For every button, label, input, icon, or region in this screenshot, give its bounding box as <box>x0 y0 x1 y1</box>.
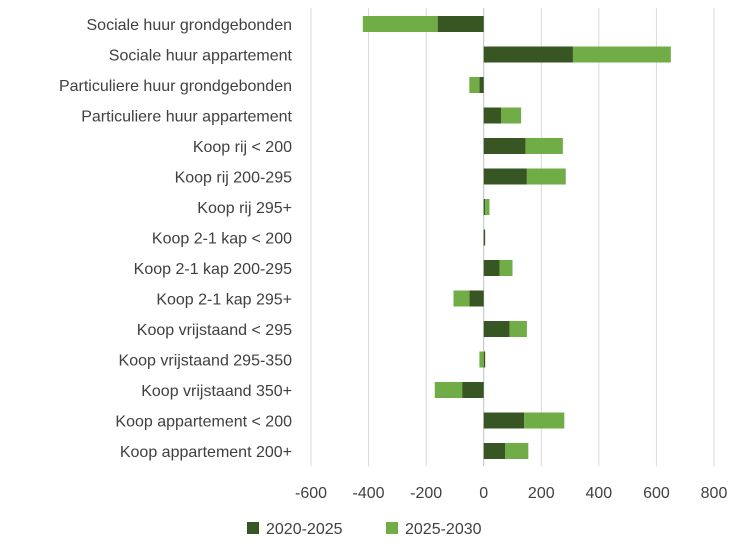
bar-2025-2030-koop-vrijstaand-295-350 <box>479 351 484 368</box>
bar-2025-2030-koop-rij-200 <box>525 138 563 154</box>
bar-2025-2030-particuliere-huur-appartement <box>500 107 522 124</box>
bar-2025-2030-koop-rij-200-295 <box>526 168 566 185</box>
bar-2025-2030-koop-vrijstaand-350 <box>434 382 463 398</box>
x-tick-labels: -600 -400 -200 0 200 400 600 800 <box>295 485 727 502</box>
bar-2025-2030-particuliere-huur-grondgebonden <box>469 77 480 93</box>
bar-2020-2025-koop-rij-200 <box>483 138 526 154</box>
category-label: Koop appartement 200+ <box>120 444 292 461</box>
bar-2025-2030-koop-rij-295 <box>485 199 490 215</box>
bar-2020-2025-koop-rij-295 <box>483 199 486 215</box>
category-label: Koop 2-1 kap 295+ <box>156 292 292 309</box>
category-label: Particuliere huur appartement <box>81 109 292 126</box>
x-tick-label: -400 <box>353 485 385 502</box>
bar-2025-2030-koop-appartement-200 <box>524 412 565 429</box>
x-tick-label: 400 <box>586 485 613 502</box>
category-label: Particuliere huur grondgebonden <box>59 78 292 95</box>
bar-2020-2025-particuliere-huur-grondgebonden <box>479 77 484 93</box>
bar-2020-2025-koop-appartement-200 <box>483 443 506 459</box>
bar-2025-2030-sociale-huur-grondgebonden <box>362 16 438 32</box>
bar-2020-2025-koop-vrijstaand-295-350 <box>483 351 486 368</box>
x-tick-label: 200 <box>528 485 555 502</box>
x-tick-label: 0 <box>479 485 488 502</box>
bar-2020-2025-koop-appartement-200 <box>483 412 525 429</box>
category-label: Koop appartement < 200 <box>115 414 292 431</box>
category-label: Koop rij 200-295 <box>175 170 293 187</box>
bar-2025-2030-koop-appartement-200 <box>505 443 529 459</box>
x-tick-label: -600 <box>295 485 327 502</box>
category-label: Koop vrijstaand 295-350 <box>119 353 293 370</box>
x-tick-label: -200 <box>410 485 442 502</box>
bar-2020-2025-particuliere-huur-appartement <box>483 107 501 124</box>
legend-label-2020-2025: 2020-2025 <box>266 521 343 538</box>
gridlines <box>310 8 715 467</box>
category-label: Koop 2-1 kap 200-295 <box>134 261 292 278</box>
bar-2020-2025-sociale-huur-appartement <box>483 46 573 63</box>
bar-2020-2025-koop-rij-200-295 <box>483 168 527 185</box>
bars <box>362 16 671 459</box>
category-labels: Sociale huur grondgebonden Sociale huur a… <box>59 17 293 461</box>
bar-2020-2025-koop-vrijstaand-350 <box>462 382 484 398</box>
category-label: Koop rij 295+ <box>197 200 292 217</box>
x-tick-label: 600 <box>643 485 670 502</box>
category-label: Koop vrijstaand < 295 <box>137 322 292 339</box>
bar-2025-2030-koop-2-1-kap-200-295 <box>499 260 513 276</box>
bar-2020-2025-koop-2-1-kap-200-295 <box>483 260 500 276</box>
legend-swatch-2020-2025 <box>247 522 259 534</box>
bar-2020-2025-koop-2-1-kap-295 <box>469 290 484 307</box>
legend-label-2025-2030: 2025-2030 <box>405 521 482 538</box>
bar-2025-2030-sociale-huur-appartement <box>572 46 671 63</box>
category-label: Sociale huur grondgebonden <box>87 17 293 34</box>
legend: 2020-2025 2025-2030 <box>247 521 482 538</box>
bar-2025-2030-koop-2-1-kap-295 <box>453 290 470 307</box>
category-label: Koop 2-1 kap < 200 <box>152 231 292 248</box>
legend-swatch-2025-2030 <box>386 522 398 534</box>
bar-2020-2025-sociale-huur-grondgebonden <box>437 16 484 32</box>
bar-2020-2025-koop-2-1-kap-200 <box>483 229 486 246</box>
category-label: Sociale huur appartement <box>109 48 293 65</box>
bar-2025-2030-koop-vrijstaand-295 <box>509 321 527 337</box>
bar-2020-2025-koop-vrijstaand-295 <box>483 321 510 337</box>
category-label: Koop rij < 200 <box>193 139 292 156</box>
category-label: Koop vrijstaand 350+ <box>141 383 292 400</box>
x-tick-label: 800 <box>701 485 728 502</box>
